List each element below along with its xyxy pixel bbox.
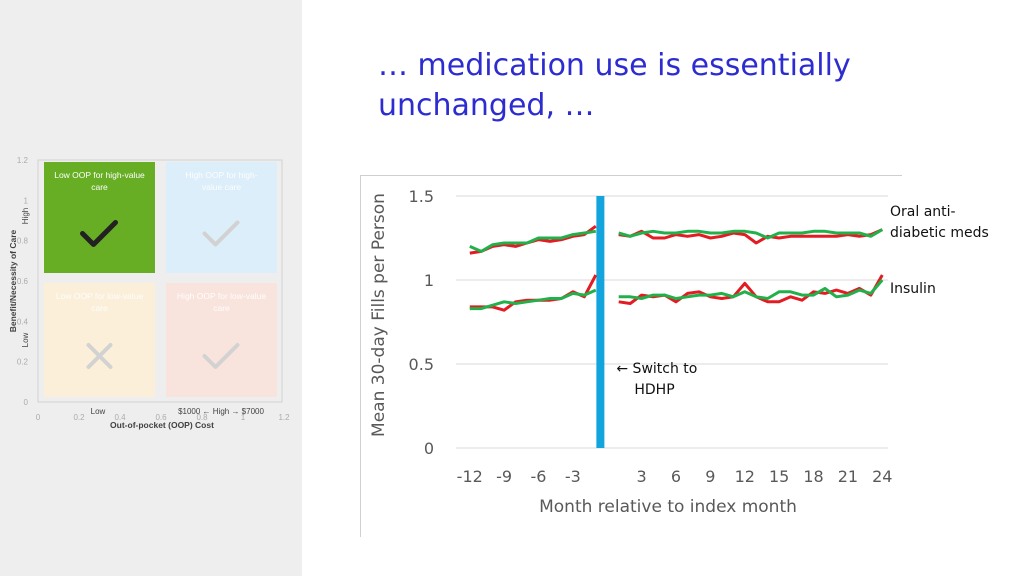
quad-x-tick-label: 0.2 [73, 413, 85, 422]
x-tick-label: 15 [769, 467, 789, 486]
group-label-insulin: Insulin [890, 279, 936, 300]
x-tick-label: 24 [872, 467, 892, 486]
quad-y-tick-label: 1 [24, 196, 29, 205]
quad-y-low-label: Low [21, 332, 30, 347]
quadrant-label-top-left-line1: Low OOP for high-value [54, 170, 145, 180]
x-tick-label: 3 [637, 467, 647, 486]
quad-x-axis-title: Out-of-pocket (OOP) Cost [110, 420, 214, 430]
quadrant-top-left [44, 162, 155, 273]
x-tick-label: 12 [735, 467, 755, 486]
switch-label-line2: HDHP [634, 382, 674, 398]
group-label-oral-line2: diabetic meds [890, 225, 989, 241]
quad-y-tick-label: 0.4 [17, 317, 29, 326]
quadrant-label-bottom-right-line1: High OOP for low-value [177, 291, 266, 301]
series-insulin-green-pre [469, 288, 597, 311]
y-tick-label: 1 [424, 271, 434, 290]
series-oral-green-post [618, 228, 884, 240]
quad-frame [37, 159, 283, 403]
quad-x-tick-label: 0.4 [114, 413, 126, 422]
x-tick-label: 9 [705, 467, 715, 486]
y-tick-label: 1.5 [409, 187, 434, 206]
quad-y-tick-label: 0.2 [17, 358, 29, 367]
quad-x-tick-label: 0 [36, 413, 41, 422]
quad-x-low-label: Low [91, 407, 106, 416]
quad-y-axis-title: Benefit/Necessity of Care [8, 229, 18, 332]
quad-x-tick-label: 0.6 [155, 413, 167, 422]
quadrant-bottom-right [166, 283, 277, 397]
quadrant-label-top-right-line2: value care [202, 182, 241, 192]
quadrant-label-top-right-line1: High OOP for high- [185, 170, 257, 180]
slide-title-line1: … medication use is essentially [378, 48, 851, 83]
check-icon [80, 220, 118, 247]
switch-label-line1: ← Switch to [616, 361, 697, 377]
series-insulin-green-post [618, 279, 884, 300]
x-tick-label: 18 [803, 467, 823, 486]
x-tick-label: -3 [565, 467, 581, 486]
group-label-oral: Oral anti- diabetic meds [890, 202, 989, 244]
quadrant-label-bottom-right-line2: care [213, 303, 230, 313]
fills-line-chart: 0 0.5 1 1.5 -12 -9 -6 -3 3 6 9 12 15 18 21 24 Month rela… [360, 175, 902, 540]
quadrant-bottom-left [44, 283, 155, 397]
quad-y-tick-label: 1.2 [17, 156, 29, 165]
group-label-oral-line1: Oral anti- [890, 204, 956, 220]
series-oral-red-post [618, 228, 883, 245]
y-axis-title: Mean 30-day Fills per Person [369, 193, 389, 437]
x-tick-label: -9 [496, 467, 512, 486]
x-tick-label: -12 [457, 467, 483, 486]
slide-title-line2: unchanged, … [378, 88, 595, 123]
quadrant-label-top-left-line2: care [91, 182, 108, 192]
quadrant-label-bottom-left-line2: care [91, 303, 108, 313]
slide-title: … medication use is essentially unchange… [378, 46, 938, 126]
quad-x-tick-label: 1.2 [278, 413, 290, 422]
x-axis-title: Month relative to index month [539, 497, 797, 517]
y-tick-label: 0.5 [409, 355, 434, 374]
series-oral-green-pre [469, 229, 597, 253]
quad-y-high-label: High [21, 208, 30, 224]
quad-x-tick-label: 0.8 [196, 413, 208, 422]
quad-x-tick-label: 1 [241, 413, 246, 422]
quad-x-high-label: $1000 ← High → $7000 [178, 407, 264, 416]
check-icon [202, 343, 240, 369]
cross-icon [86, 343, 113, 369]
x-tick-label: -6 [531, 467, 547, 486]
quad-y-tick-label: 0 [24, 398, 29, 407]
x-tick-label: 21 [838, 467, 858, 486]
x-tick-label: 6 [671, 467, 681, 486]
quad-y-tick-label: 0.6 [17, 277, 29, 286]
quadrant-chart: Low OOP for high-value care High OOP for h… [8, 156, 290, 430]
quadrant-top-right [166, 162, 277, 273]
y-tick-label: 0 [424, 439, 434, 458]
quad-y-tick-label: 0.8 [17, 237, 29, 246]
check-icon [202, 220, 240, 247]
quadrant-label-bottom-left-line1: Low OOP for low-value [56, 291, 144, 301]
group-label-insulin-line1: Insulin [890, 281, 936, 297]
